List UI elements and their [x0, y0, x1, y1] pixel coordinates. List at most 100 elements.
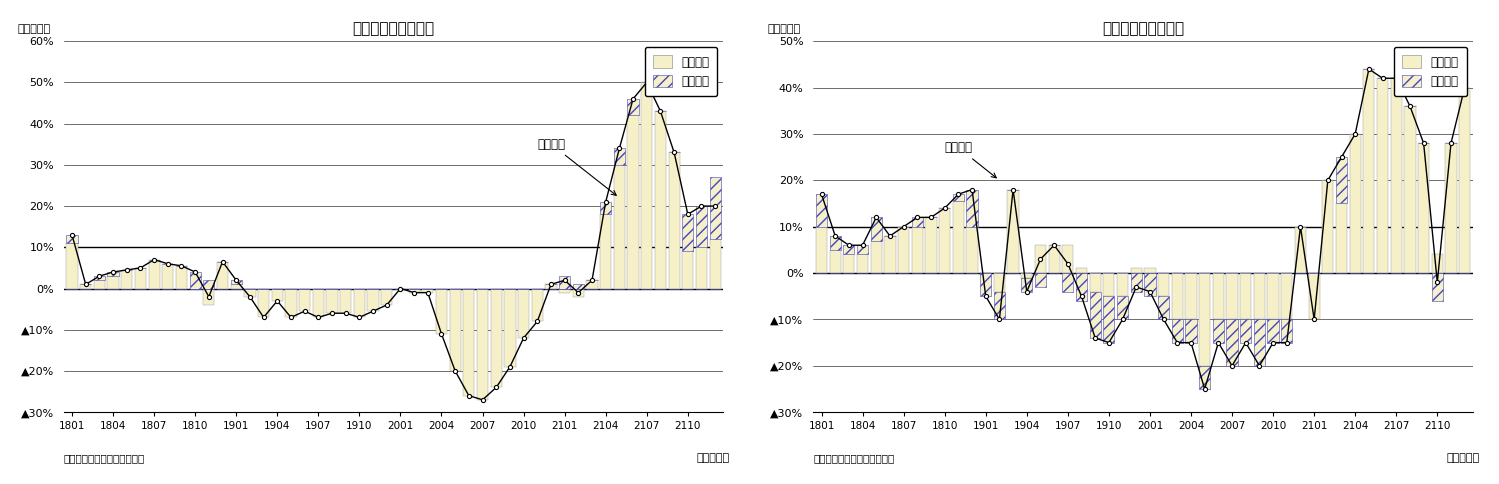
Bar [1295, 227, 1306, 273]
Bar [1226, 319, 1238, 366]
Text: （年・月）: （年・月） [697, 453, 730, 463]
Bar [546, 285, 556, 288]
Bar [1186, 319, 1196, 343]
Bar [1144, 273, 1156, 296]
Bar [1336, 203, 1348, 273]
Bar [204, 288, 214, 305]
Bar [559, 276, 570, 288]
Bar [231, 285, 241, 288]
Bar [189, 272, 201, 288]
Bar [994, 273, 1004, 291]
Bar [148, 259, 160, 288]
Bar [436, 288, 447, 334]
Bar [1282, 319, 1292, 343]
Bar [231, 280, 241, 285]
Bar [1391, 78, 1402, 273]
Bar [911, 227, 923, 273]
Bar [1007, 190, 1019, 273]
Bar [490, 288, 502, 387]
Bar [381, 288, 393, 305]
Bar [1159, 296, 1169, 319]
Bar [108, 276, 118, 288]
Bar [628, 115, 639, 288]
Bar [285, 288, 297, 318]
Bar [696, 247, 708, 288]
Bar [1130, 273, 1142, 291]
Text: （前年比）: （前年比） [18, 24, 51, 34]
Bar [1103, 273, 1114, 296]
Bar [1117, 296, 1129, 319]
Text: （資料）財務省「貿易統計」: （資料）財務省「貿易統計」 [64, 453, 145, 463]
Bar [844, 245, 854, 255]
Bar [1445, 143, 1457, 273]
Bar [600, 214, 612, 288]
Bar [477, 288, 489, 400]
Bar [504, 288, 516, 367]
Bar [642, 82, 652, 288]
Bar [1199, 273, 1210, 366]
Bar [327, 288, 337, 313]
Bar [967, 190, 977, 227]
Bar [696, 206, 708, 247]
Bar [313, 288, 324, 318]
Bar [669, 152, 679, 288]
Bar [423, 288, 433, 293]
Bar [925, 217, 937, 273]
Bar [682, 214, 694, 251]
Bar [108, 272, 118, 276]
Bar [815, 194, 827, 227]
Bar [450, 288, 460, 371]
Bar [857, 245, 868, 255]
Bar [1063, 245, 1073, 273]
Bar [682, 251, 694, 288]
Text: 輸出金額: 輸出金額 [537, 138, 616, 196]
Bar [94, 276, 105, 280]
Bar [1268, 319, 1279, 343]
Bar [1349, 134, 1361, 273]
Bar [271, 288, 283, 301]
Bar [628, 99, 639, 115]
Bar [519, 288, 529, 338]
Bar [1459, 88, 1471, 273]
Title: 輸出金額の要因分解: 輸出金額の要因分解 [352, 21, 435, 36]
Bar [1090, 291, 1100, 338]
Bar [1226, 273, 1238, 319]
Bar [1144, 269, 1156, 273]
Bar [1213, 319, 1225, 343]
Legend: 数量要因, 価格要因: 数量要因, 価格要因 [645, 47, 718, 96]
Bar [709, 177, 721, 239]
Bar [463, 288, 475, 396]
Bar [815, 227, 827, 273]
Bar [121, 270, 132, 288]
Bar [559, 288, 570, 293]
Bar [217, 262, 228, 288]
Bar [1253, 273, 1265, 319]
Bar [938, 208, 950, 273]
Bar [340, 288, 351, 313]
Bar [655, 111, 666, 288]
Bar [1021, 273, 1033, 278]
Bar [244, 288, 255, 297]
Bar [354, 288, 364, 318]
Bar [1021, 278, 1033, 291]
Bar [367, 288, 379, 311]
Bar [1378, 78, 1388, 273]
Bar [573, 288, 585, 297]
Bar [1034, 245, 1046, 273]
Bar [953, 201, 964, 273]
Bar [175, 266, 187, 288]
Bar [66, 235, 78, 243]
Bar [844, 255, 854, 273]
Bar [1282, 273, 1292, 319]
Bar [1268, 273, 1279, 319]
Bar [135, 268, 145, 288]
Text: （年・月）: （年・月） [1447, 453, 1480, 463]
Bar [1076, 273, 1087, 301]
Bar [66, 243, 78, 288]
Bar [953, 194, 964, 201]
Bar [1063, 273, 1073, 291]
Bar [1172, 273, 1183, 319]
Bar [1418, 143, 1429, 273]
Bar [1130, 269, 1142, 273]
Bar [1240, 319, 1252, 343]
